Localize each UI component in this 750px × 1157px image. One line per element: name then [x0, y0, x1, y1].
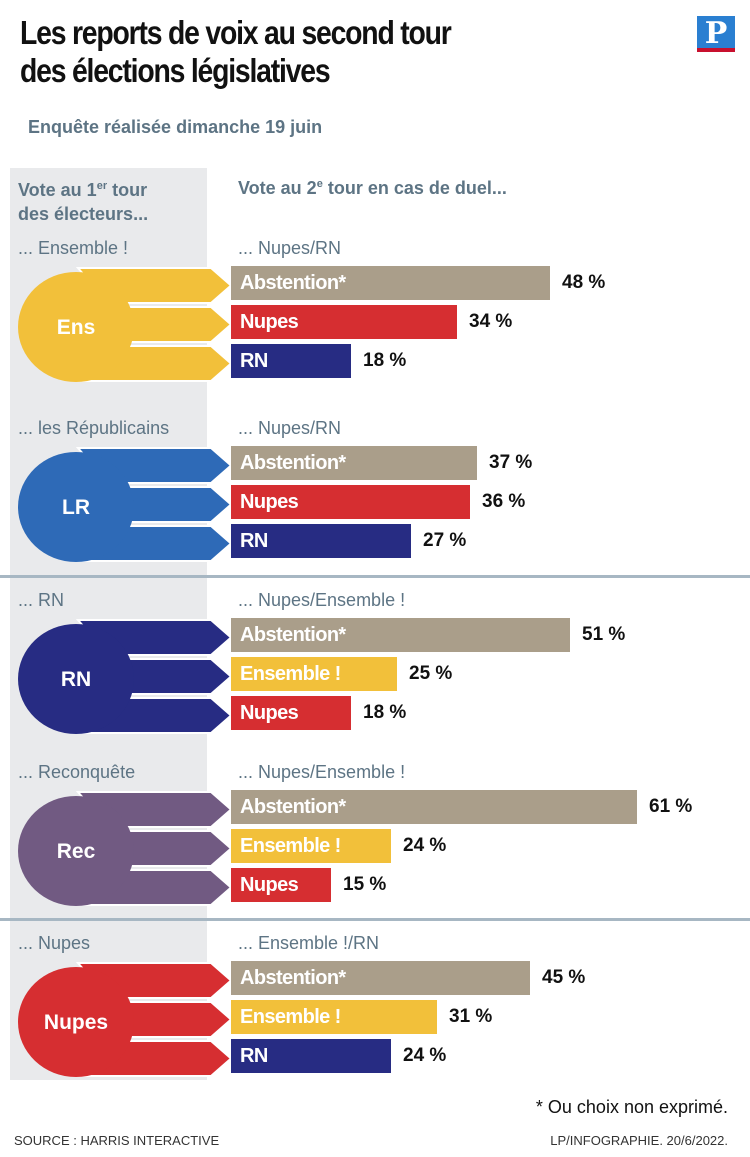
chart-title: Les reports de voix au second tour des é… [20, 14, 570, 90]
party-badge-shape: Ens [18, 266, 233, 388]
duel-label: ... Nupes/Ensemble ! [238, 590, 406, 610]
party-label: ... RN [18, 590, 65, 610]
bar: Abstention* [231, 266, 550, 300]
duel-label: ... Nupes/Ensemble ! [238, 762, 406, 782]
party-badge-shape: Nupes [18, 961, 233, 1083]
infographic-credit: LP/INFOGRAPHIE. 20/6/2022. [550, 1133, 728, 1148]
left-column-header: Vote au 1er tour des électeurs... [18, 178, 203, 226]
bar-label: Abstention* [240, 624, 346, 646]
bar-value-label: 24 % [403, 835, 447, 856]
bar: Ensemble ! [231, 657, 397, 691]
bar-value-label: 34 % [469, 311, 513, 332]
party-label: ... Reconquête [18, 762, 136, 782]
bar: Nupes [231, 868, 331, 902]
party-circle [18, 796, 134, 906]
title-line-2: des élections législatives [20, 52, 331, 89]
bar-value-label: 51 % [582, 624, 626, 645]
party-badge-text: RN [61, 668, 91, 691]
footnote: * Ou choix non exprimé. [535, 1097, 728, 1117]
duel-label: ... Nupes/RN [238, 418, 342, 438]
bar-value-label: 48 % [562, 272, 606, 293]
bar: Nupes [231, 485, 470, 519]
left-header-line-2: des électeurs... [18, 204, 149, 224]
party-label: ... les Républicains [18, 418, 170, 438]
party-circle [18, 272, 134, 382]
bar-label: Abstention* [240, 967, 346, 989]
right-header-sup: e [316, 178, 323, 190]
bar-value-label: 45 % [542, 967, 586, 988]
bar-label: RN [240, 1045, 268, 1067]
right-header-text-b: tour en cas de duel... [322, 178, 507, 198]
left-header-text-a: Vote au 1 [18, 180, 97, 200]
bar-value-label: 37 % [489, 452, 533, 473]
left-header-text-b: tour [107, 180, 148, 200]
bar: Abstention* [231, 961, 530, 995]
party-badge-shape: RN [18, 618, 233, 740]
duel-label: ... Nupes/RN [238, 238, 342, 258]
right-header-text-a: Vote au 2 [238, 178, 317, 198]
bar-value-label: 24 % [403, 1045, 447, 1066]
bar: RN [231, 524, 411, 558]
bar-value-label: 61 % [649, 796, 693, 817]
party-badge-text: Nupes [44, 1011, 108, 1034]
bar-label: Nupes [240, 874, 299, 896]
bar: RN [231, 1039, 391, 1073]
bar-value-label: 36 % [482, 491, 526, 512]
bar: Ensemble ! [231, 829, 391, 863]
bar-label: Nupes [240, 702, 299, 724]
party-badge-text: Ens [57, 316, 96, 339]
party-badge-text: Rec [57, 840, 96, 863]
bar-label: Ensemble ! [240, 663, 341, 685]
bar-label: Ensemble ! [240, 1006, 341, 1028]
bar: RN [231, 344, 351, 378]
party-circle [18, 624, 134, 734]
bar: Abstention* [231, 618, 570, 652]
chart-subtitle: Enquête réalisée dimanche 19 juin [28, 117, 323, 137]
bar-label: Nupes [240, 491, 299, 513]
party-label: ... Nupes [18, 933, 91, 953]
section-divider [0, 575, 750, 578]
bar-label: Abstention* [240, 272, 346, 294]
party-badge-shape: Rec [18, 790, 233, 912]
bar: Abstention* [231, 446, 477, 480]
bar-value-label: 15 % [343, 874, 387, 895]
bar-label: Nupes [240, 311, 299, 333]
bar-label: RN [240, 350, 268, 372]
bar-value-label: 31 % [449, 1006, 493, 1027]
bar: Abstention* [231, 790, 637, 824]
bar-label: Abstention* [240, 452, 346, 474]
party-label: ... Ensemble ! [18, 238, 129, 258]
source-credit: SOURCE : HARRIS INTERACTIVE [14, 1133, 220, 1148]
bar-value-label: 25 % [409, 663, 453, 684]
bar-value-label: 18 % [363, 350, 407, 371]
title-line-1: Les reports de voix au second tour [20, 14, 452, 51]
bar-label: Abstention* [240, 796, 346, 818]
party-badge-text: LR [62, 496, 90, 519]
party-badge-shape: LR [18, 446, 233, 568]
party-circle [18, 967, 134, 1077]
section-divider [0, 918, 750, 921]
bar-value-label: 18 % [363, 702, 407, 723]
bar-label: RN [240, 530, 268, 552]
left-header-sup: er [96, 180, 108, 192]
bar: Nupes [231, 696, 351, 730]
party-circle [18, 452, 134, 562]
duel-label: ... Ensemble !/RN [238, 933, 380, 953]
le-parisien-logo: P [697, 16, 735, 52]
bar-label: Ensemble ! [240, 835, 341, 857]
bar: Nupes [231, 305, 457, 339]
right-column-header: Vote au 2e tour en cas de duel... [238, 178, 507, 199]
bar: Ensemble ! [231, 1000, 437, 1034]
bar-value-label: 27 % [423, 530, 467, 551]
